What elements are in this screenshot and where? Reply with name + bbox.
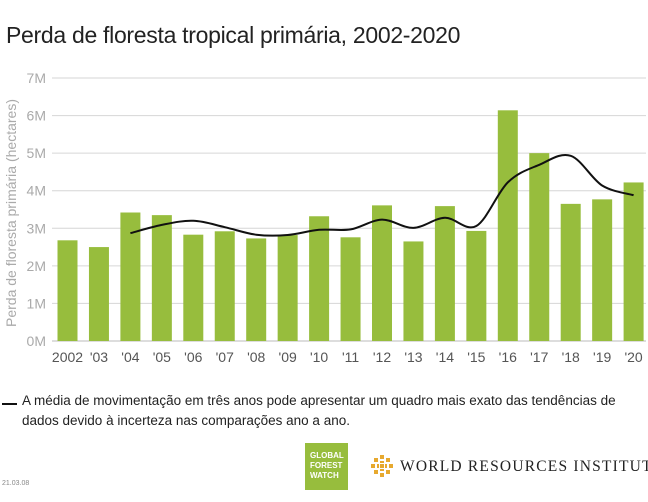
bar	[57, 240, 78, 341]
bar	[466, 230, 487, 341]
bar	[592, 199, 613, 341]
bar	[434, 206, 455, 341]
bars	[57, 110, 644, 341]
x-tick-label: '13	[404, 349, 422, 365]
x-tick-label: '20	[624, 349, 642, 365]
x-tick-label: '12	[373, 349, 391, 365]
bar	[403, 241, 424, 341]
x-tick-label: '03	[90, 349, 108, 365]
legend-line-swatch	[2, 403, 17, 405]
x-tick-label: '19	[593, 349, 611, 365]
x-tick-label: '10	[310, 349, 328, 365]
y-tick-label: 3M	[27, 220, 46, 236]
x-tick-label: '18	[562, 349, 580, 365]
y-tick-label: 2M	[27, 258, 46, 274]
x-tick-label: '15	[467, 349, 485, 365]
bar	[88, 247, 109, 341]
bar	[309, 216, 330, 341]
bar	[497, 110, 518, 341]
moving-average	[130, 153, 634, 237]
x-tick-label: '09	[279, 349, 297, 365]
chart-title: Perda de floresta tropical primária, 200…	[6, 22, 461, 48]
x-tick-label: '08	[247, 349, 265, 365]
x-tick-label: '11	[342, 349, 359, 365]
bar	[183, 234, 204, 341]
x-tick-label: '17	[530, 349, 548, 365]
gfw-logo-line: FOREST	[310, 461, 343, 470]
bar	[214, 231, 235, 341]
y-tick-label: 4M	[27, 183, 46, 199]
bar	[151, 215, 172, 341]
wri-name: WORLD RESOURCES INSTITUTE	[400, 458, 648, 475]
x-tick-label: '16	[499, 349, 517, 365]
forest-loss-chart: 0M 1M 2M 3M 4M 5M 6M 7M 2002 '03 '04 '05 '06 '07 '08 '…	[3, 70, 646, 365]
bar	[277, 235, 298, 341]
gfw-logo-line: GLOBAL	[310, 451, 344, 460]
y-tick-label: 6M	[27, 108, 46, 124]
global-forest-watch-logo: GLOBAL FOREST WATCH	[305, 443, 348, 490]
y-axis-label: Perda de floresta primária (hectares)	[3, 99, 19, 327]
bar	[246, 238, 267, 341]
bar	[529, 153, 550, 341]
bar	[560, 203, 581, 341]
x-tick-label: '07	[216, 349, 234, 365]
wri-logo-icon	[371, 455, 393, 477]
legend-text: A média de movimentação em três anos pod…	[22, 393, 616, 428]
bar	[340, 237, 361, 341]
y-tick-label: 7M	[27, 70, 46, 86]
x-tick-label: 2002	[52, 349, 83, 365]
bar	[623, 182, 644, 341]
moving-average-line	[130, 153, 634, 237]
y-tick-label: 5M	[27, 145, 46, 161]
bar	[120, 212, 141, 341]
y-tick-label: 1M	[27, 295, 46, 311]
x-tick-label: '04	[121, 349, 139, 365]
x-tick-labels: 2002 '03 '04 '05 '06 '07 '08 '09 '10 '11 '12 '13 '14…	[52, 349, 643, 365]
x-tick-label: '05	[153, 349, 171, 365]
y-tick-labels: 0M 1M 2M 3M 4M 5M 6M 7M	[27, 70, 46, 349]
chart-code: 21.03.08	[2, 480, 30, 487]
x-tick-label: '14	[436, 349, 454, 365]
y-tick-label: 0M	[27, 333, 46, 349]
x-tick-label: '06	[184, 349, 202, 365]
gfw-logo-line: WATCH	[310, 471, 339, 480]
bar	[372, 205, 392, 341]
